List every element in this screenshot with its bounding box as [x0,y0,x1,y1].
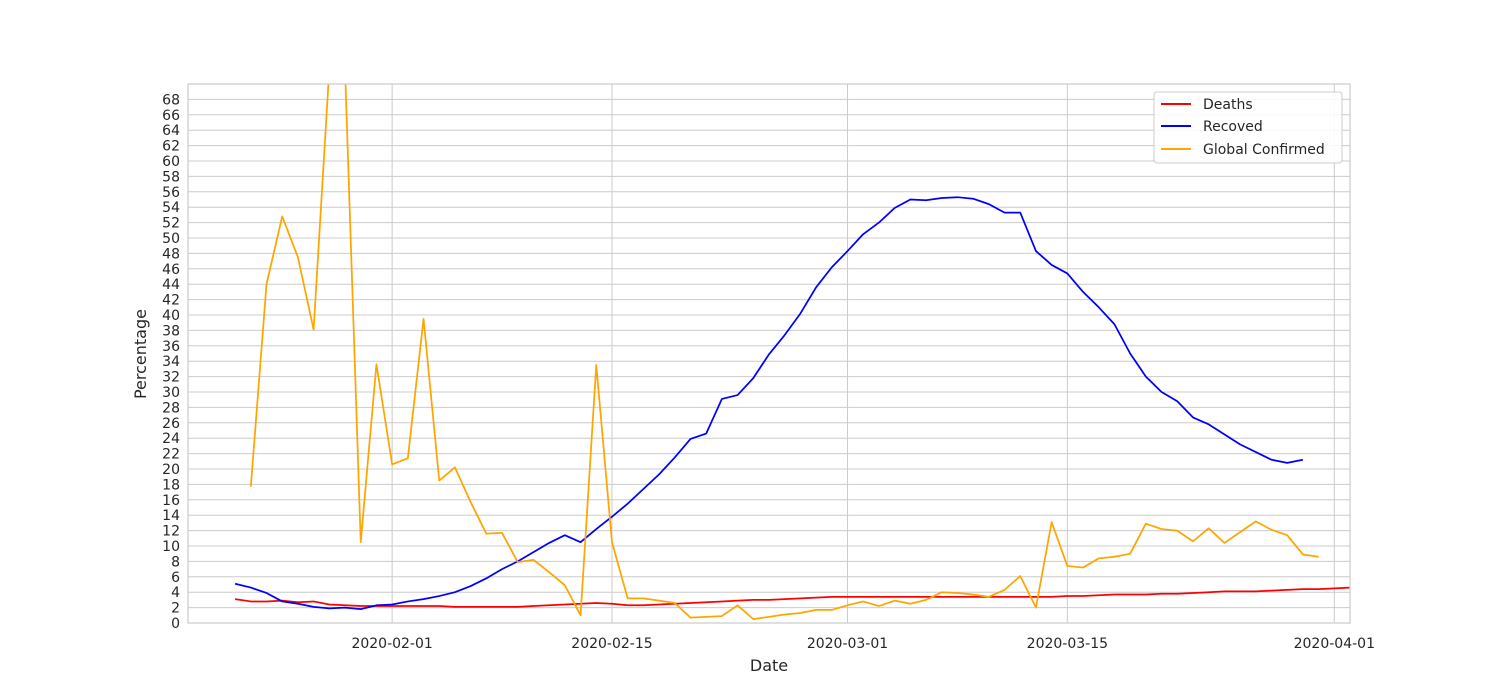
legend-box [1153,91,1343,164]
x-axis-label: Date [750,656,788,675]
y-tick-label: 14 [162,508,180,524]
y-tick-label: 60 [162,154,180,170]
y-tick-label: 66 [162,108,180,124]
x-tick-label: 2020-02-01 [351,636,432,652]
y-tick-label: 54 [162,200,180,216]
y-tick-label: 58 [162,169,180,185]
y-tick-label: 62 [162,139,180,155]
y-tick-label: 24 [162,431,180,447]
legend-label-global-confirmed: Global Confirmed [1203,142,1325,158]
legend-label-recoved: Recoved [1203,119,1263,135]
series-line-global-confirmed [249,84,1319,621]
x-tick-label: 2020-02-15 [571,636,652,652]
series-line-deaths [234,586,1350,608]
y-tick-label: 34 [162,354,180,370]
series-line-recoved [234,196,1304,611]
y-tick-labels: 0246810121416182022242628303234363840424… [162,92,180,632]
y-tick-label: 20 [162,462,180,478]
y-tick-label: 6 [171,570,180,586]
y-tick-label: 56 [162,185,180,201]
y-tick-label: 36 [162,339,180,355]
y-tick-label: 52 [162,216,180,232]
y-tick-label: 44 [162,277,180,293]
plot-frame [187,83,1351,624]
y-tick-label: 16 [162,493,180,509]
y-tick-label: 30 [162,385,180,401]
x-tick-labels: 2020-02-01 2020-02-15 2020-03-01 2020-03-15… [351,636,1375,652]
y-tick-label: 38 [162,323,180,339]
y-tick-label: 50 [162,231,180,247]
y-tick-label: 2 [171,601,180,617]
y-tick-label: 8 [171,554,180,570]
y-tick-label: 18 [162,477,180,493]
y-tick-label: 0 [171,616,180,632]
y-tick-label: 28 [162,400,180,416]
series-group [234,84,1350,621]
x-tick-label: 2020-03-01 [807,636,888,652]
y-tick-label: 22 [162,447,180,463]
x-tick-label: 2020-03-15 [1027,636,1108,652]
y-axis-label: Percentage [131,309,150,399]
y-tick-label: 64 [162,123,180,139]
legend: Deaths Recoved Global Confirmed [1153,91,1343,164]
y-tick-label: 48 [162,246,180,262]
y-tick-label: 10 [162,539,180,555]
y-tick-label: 46 [162,262,180,278]
y-tick-label: 40 [162,308,180,324]
legend-label-deaths: Deaths [1203,97,1253,113]
x-tick-label: 2020-04-01 [1294,636,1375,652]
y-tick-label: 32 [162,370,180,386]
y-tick-label: 26 [162,416,180,432]
y-tick-label: 4 [171,585,180,601]
y-tick-label: 12 [162,524,180,540]
y-tick-label: 42 [162,293,180,309]
y-tick-label: 68 [162,92,180,108]
